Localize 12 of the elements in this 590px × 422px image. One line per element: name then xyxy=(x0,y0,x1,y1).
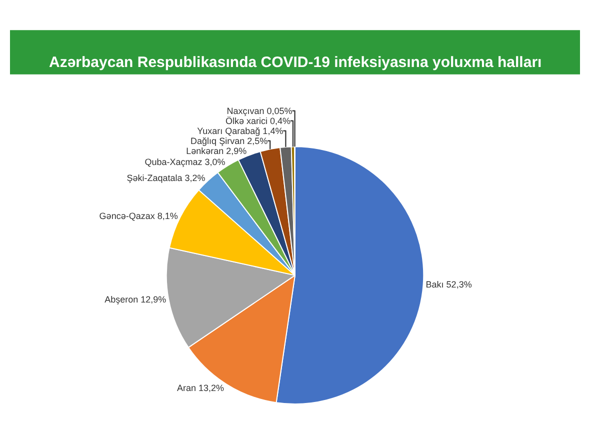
slice-label: Ölkə xarici 0,4% xyxy=(225,116,290,126)
slice-label: Gəncə-Qazax 8,1% xyxy=(99,210,178,221)
chart-title: Azərbaycan Respublikasında COVID-19 infeksiyasına yoluxma halları xyxy=(49,54,542,71)
slice-label: Bakı 52,3% xyxy=(426,280,472,290)
slice-label: Naxçıvan 0,05% xyxy=(226,106,292,116)
slice-label: Quba-Xaçmaz 3,0% xyxy=(144,157,226,168)
slice-label: Dağlıq Şirvan 2,5% xyxy=(190,136,268,146)
slice-label: Aran 13,2% xyxy=(177,382,224,393)
slice-label: Lənkəran 2,9% xyxy=(186,146,247,156)
slice-label: Şəki-Zaqatala 3,2% xyxy=(126,173,206,184)
slice-label: Yuxarı Qarabağ 1,4% xyxy=(197,126,284,136)
slice-label: Abşeron 12,9% xyxy=(104,294,166,305)
